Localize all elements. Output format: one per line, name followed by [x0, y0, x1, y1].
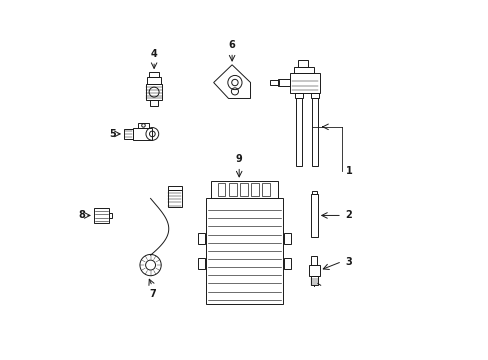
Bar [295, 93, 303, 99]
Bar [310, 93, 318, 99]
Text: 7: 7 [149, 289, 155, 299]
Bar [167, 190, 182, 207]
Bar [289, 73, 319, 93]
Bar [293, 67, 313, 73]
Bar [205, 198, 283, 304]
Text: 5: 5 [109, 129, 116, 139]
Bar [124, 129, 133, 139]
Bar [284, 233, 290, 244]
Bar [149, 100, 158, 106]
Bar [108, 213, 111, 218]
Text: 2: 2 [345, 211, 351, 220]
Bar [310, 194, 317, 237]
Bar [311, 256, 317, 265]
Text: 3: 3 [345, 257, 351, 266]
Bar [210, 181, 278, 198]
Bar [295, 99, 302, 166]
Bar [94, 208, 108, 222]
Text: 8: 8 [79, 211, 85, 220]
Bar [217, 183, 225, 195]
Bar [198, 258, 204, 269]
Bar [133, 127, 152, 140]
Bar [167, 186, 182, 190]
Text: 1: 1 [345, 166, 351, 176]
Bar [308, 265, 319, 276]
Bar [297, 60, 307, 67]
Bar [147, 77, 161, 84]
Bar [311, 191, 316, 194]
Bar [284, 258, 290, 269]
Bar [310, 276, 317, 284]
Bar [148, 72, 159, 77]
Bar [146, 84, 162, 100]
Text: 4: 4 [150, 49, 157, 59]
Bar [311, 99, 318, 166]
Bar [270, 80, 278, 85]
Bar [251, 183, 259, 195]
Bar [138, 123, 148, 127]
Bar [278, 78, 290, 86]
Bar [228, 183, 236, 195]
Text: 9: 9 [235, 154, 242, 164]
Bar [198, 233, 204, 244]
Bar [240, 183, 247, 195]
Text: 6: 6 [228, 40, 235, 50]
Bar [262, 183, 270, 195]
